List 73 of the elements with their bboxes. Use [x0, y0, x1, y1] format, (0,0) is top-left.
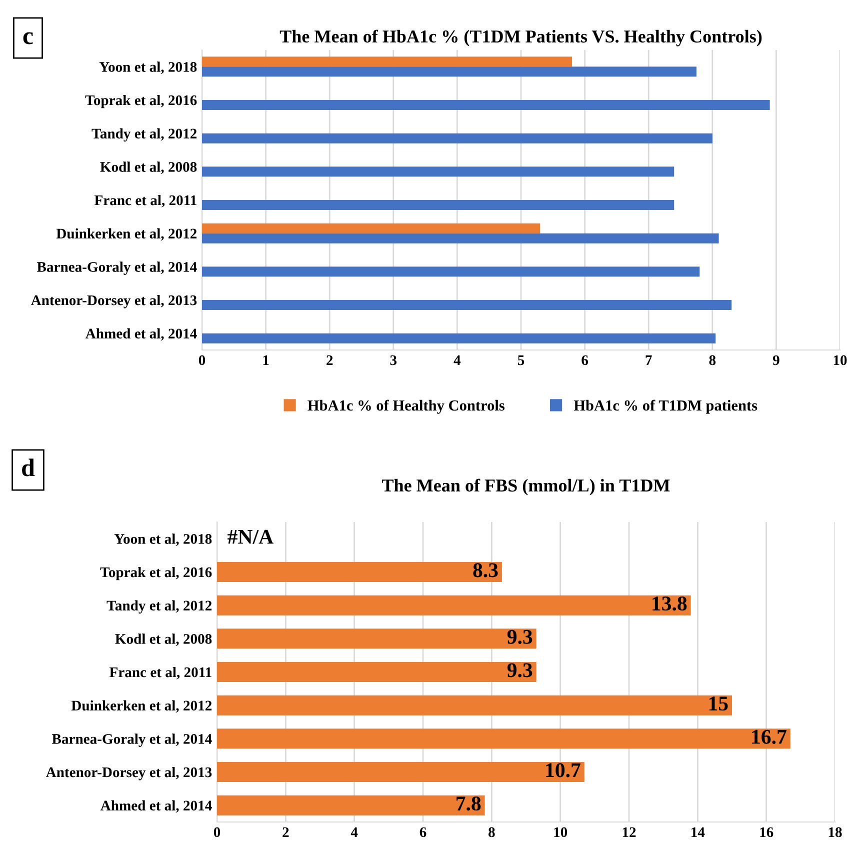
x-tick-label: 1 — [263, 355, 269, 365]
bar — [217, 628, 536, 649]
data-label: 10.7 — [546, 763, 580, 778]
data-label: 15 — [709, 696, 728, 711]
bar — [217, 728, 790, 749]
x-tick-label: 8 — [709, 355, 716, 366]
bar — [202, 166, 674, 177]
x-tick-label: 4 — [454, 355, 461, 365]
bar — [217, 595, 691, 616]
y-tick-label: Barnea-Goraly et al, 2014 — [36, 262, 197, 275]
y-tick-label: Franc et al, 2011 — [94, 194, 196, 208]
legend-label: HbA1c % of T1DM patients — [574, 400, 758, 414]
bar — [202, 200, 674, 210]
x-tick-label: 8 — [488, 827, 495, 838]
data-label: 9.3 — [507, 630, 532, 644]
x-tick-label: 2 — [326, 355, 333, 365]
y-tick-label: Franc et al, 2011 — [110, 666, 212, 680]
x-tick-label: 0 — [198, 355, 206, 366]
bar — [217, 662, 536, 682]
bar — [217, 762, 584, 782]
y-tick-label: Kodl et al, 2008 — [115, 634, 212, 646]
bar — [202, 333, 716, 344]
y-tick-label: Toprak et al, 2016 — [100, 566, 212, 580]
y-tick-label: Yoon et al, 2018 — [114, 534, 212, 546]
y-tick-label: Antenor-Dorsey et al, 2013 — [30, 294, 197, 308]
x-tick-label: 5 — [518, 355, 524, 366]
text: #N/A — [228, 530, 274, 544]
y-tick-label: Duinkerken et al, 2012 — [56, 228, 197, 241]
bar — [217, 562, 502, 582]
x-tick-label: 12 — [622, 827, 636, 837]
bar — [202, 266, 700, 277]
x-tick-label: 10 — [834, 355, 847, 366]
legend-label: HbA1c % of Healthy Controls — [308, 400, 504, 414]
data-label: 13.8 — [652, 596, 687, 611]
y-tick-label: Ahmed et al, 2014 — [100, 800, 212, 813]
x-tick-label: 6 — [582, 355, 588, 366]
y-tick-label: Antenor-Dorsey et al, 2013 — [46, 766, 212, 780]
y-tick-label: Toprak et al, 2016 — [85, 94, 197, 108]
x-tick-label: 2 — [282, 827, 289, 837]
bar — [202, 233, 719, 244]
x-tick-label: 14 — [692, 827, 705, 837]
chart-title: The Mean of FBS (mmol/L) in T1DM — [382, 478, 670, 496]
x-tick-label: 10 — [554, 827, 568, 838]
x-tick-label: 3 — [390, 355, 397, 366]
bar — [202, 56, 572, 67]
text: c — [23, 32, 33, 44]
bar — [202, 133, 712, 144]
bar — [217, 695, 732, 716]
y-tick-label: Tandy et al, 2012 — [92, 128, 197, 142]
x-tick-label: 0 — [214, 827, 220, 838]
data-label: 7.8 — [456, 796, 481, 811]
chart-title: The Mean of HbA1c % (T1DM Patients VS. Healthy Controls) — [280, 30, 762, 46]
x-tick-label: 18 — [828, 827, 842, 838]
data-label: 16.7 — [752, 730, 786, 744]
y-tick-label: Duinkerken et al, 2012 — [71, 700, 212, 713]
y-tick-label: Barnea-Goraly et al, 2014 — [52, 734, 212, 747]
bar — [217, 795, 485, 816]
y-tick-label: Kodl et al, 2008 — [100, 162, 197, 174]
bar — [202, 300, 732, 310]
y-tick-label: Tandy et al, 2012 — [106, 600, 212, 614]
x-tick-label: 7 — [646, 355, 652, 365]
x-tick-label: 9 — [772, 355, 780, 366]
x-tick-label: 4 — [350, 827, 358, 837]
data-label: 8.3 — [473, 563, 498, 578]
bar — [202, 100, 770, 110]
x-tick-label: 16 — [760, 827, 774, 838]
x-tick-label: 6 — [420, 827, 426, 838]
y-tick-label: Yoon et al, 2018 — [99, 62, 197, 74]
data-label: 9.3 — [507, 663, 532, 678]
bar — [202, 223, 540, 234]
text: d — [22, 458, 35, 476]
y-tick-label: Ahmed et al, 2014 — [85, 328, 197, 341]
bar — [202, 66, 696, 77]
